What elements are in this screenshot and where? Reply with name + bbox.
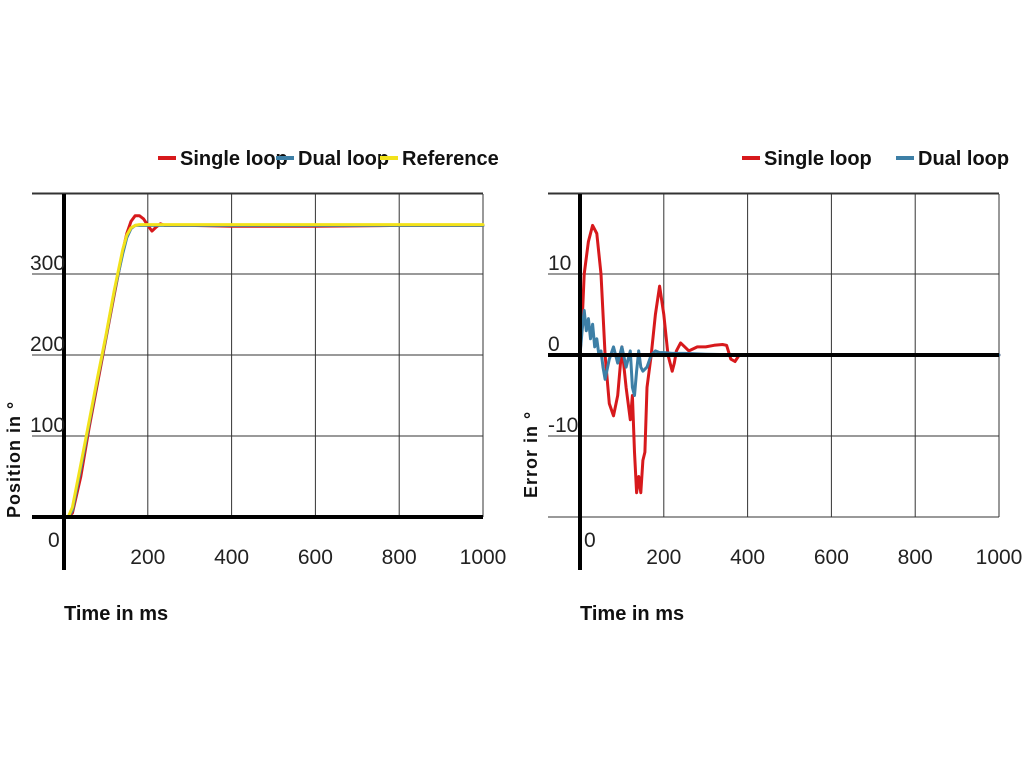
position-ticks: 200 400 600 800 1000 100 200 300 0 bbox=[30, 252, 506, 569]
y-tick-label: 100 bbox=[30, 414, 65, 437]
series-line-single-loop bbox=[578, 223, 1001, 495]
series-line-dual-loop bbox=[578, 308, 1001, 397]
error-series bbox=[578, 223, 1001, 495]
series-line-dual-loop bbox=[62, 223, 485, 519]
error-axes bbox=[548, 194, 999, 570]
x-tick-label: 200 bbox=[130, 546, 165, 569]
x-tick-label: 200 bbox=[646, 546, 681, 569]
y-tick-label: -10 bbox=[548, 414, 578, 437]
legend-label: Single loop bbox=[764, 148, 872, 170]
position-chart: 200 400 600 800 1000 100 200 300 0 Single loop Du… bbox=[4, 148, 506, 625]
error-legend: Single loop Dual loop bbox=[742, 148, 1009, 170]
origin-label: 0 bbox=[48, 529, 60, 552]
position-y-axis-label: Position in ° bbox=[4, 401, 24, 518]
position-x-axis-label: Time in ms bbox=[64, 603, 168, 625]
legend-label: Dual loop bbox=[298, 148, 389, 170]
legend-label: Single loop bbox=[180, 148, 288, 170]
x-tick-label: 600 bbox=[298, 546, 333, 569]
error-ticks: 200 400 600 800 1000 -10 0 10 0 bbox=[548, 252, 1022, 569]
y-tick-label: 300 bbox=[30, 252, 65, 275]
x-tick-label: 1000 bbox=[460, 546, 507, 569]
error-y-axis-label: Error in ° bbox=[521, 411, 541, 498]
position-grid bbox=[32, 192, 484, 518]
position-series bbox=[62, 214, 485, 519]
x-tick-label: 400 bbox=[730, 546, 765, 569]
position-legend: Single loop Dual loop Reference bbox=[158, 148, 499, 170]
series-line-single-loop bbox=[62, 214, 485, 519]
legend-label: Reference bbox=[402, 148, 499, 170]
y-tick-label: 200 bbox=[30, 333, 65, 356]
position-axes bbox=[32, 194, 483, 570]
x-tick-label: 400 bbox=[214, 546, 249, 569]
x-tick-label: 800 bbox=[382, 546, 417, 569]
legend-label: Dual loop bbox=[918, 148, 1009, 170]
origin-label: 0 bbox=[584, 529, 596, 552]
series-line-reference bbox=[62, 223, 485, 519]
x-tick-label: 800 bbox=[898, 546, 933, 569]
x-tick-label: 600 bbox=[814, 546, 849, 569]
y-tick-label: 0 bbox=[548, 333, 560, 356]
x-tick-label: 1000 bbox=[976, 546, 1023, 569]
y-tick-label: 10 bbox=[548, 252, 571, 275]
error-x-axis-label: Time in ms bbox=[580, 603, 684, 625]
error-chart: 200 400 600 800 1000 -10 0 10 0 Single loop Dual … bbox=[521, 148, 1022, 625]
